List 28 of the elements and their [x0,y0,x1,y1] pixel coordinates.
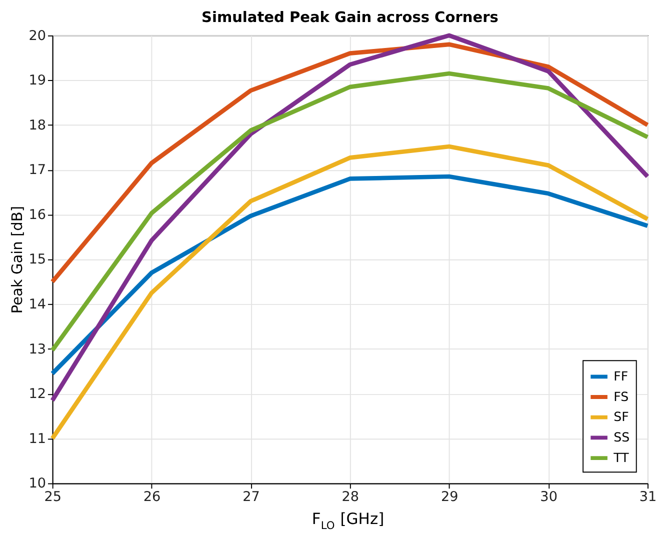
y-tick-label: 15 [28,252,46,268]
legend-label: SS [614,430,630,445]
y-axis-title: Peak Gain [dB] [10,206,26,314]
x-tick-label: 28 [342,489,360,506]
y-tick-label: 19 [28,72,46,89]
line-series [50,42,650,284]
legend-label: FF [614,368,628,384]
y-tick-label: 13 [28,341,46,358]
y-tick-label: 12 [28,386,46,402]
x-tick-label: 27 [242,489,260,506]
line-series [50,71,650,352]
x-tick-label: 25 [44,489,62,506]
x-tick-label: 29 [440,489,458,506]
y-tick-label: 17 [28,162,46,178]
y-tick-label: 16 [28,206,46,223]
y-tick-label: 18 [28,117,46,134]
x-tick-label: 31 [639,489,657,506]
x-tick-label: 26 [143,489,161,506]
legend-label: SF [614,409,629,424]
y-tick-label: 11 [28,430,46,447]
x-tick-label: 30 [540,489,558,506]
y-tick-label: 20 [28,28,46,44]
legend-label: TT [612,450,630,465]
legend-label: FS [614,388,629,404]
y-tick-label: 14 [28,296,46,312]
y-tick-label: 10 [28,476,46,492]
chart-title: Simulated Peak Gain across Corners [201,10,498,26]
line-series [50,144,650,441]
